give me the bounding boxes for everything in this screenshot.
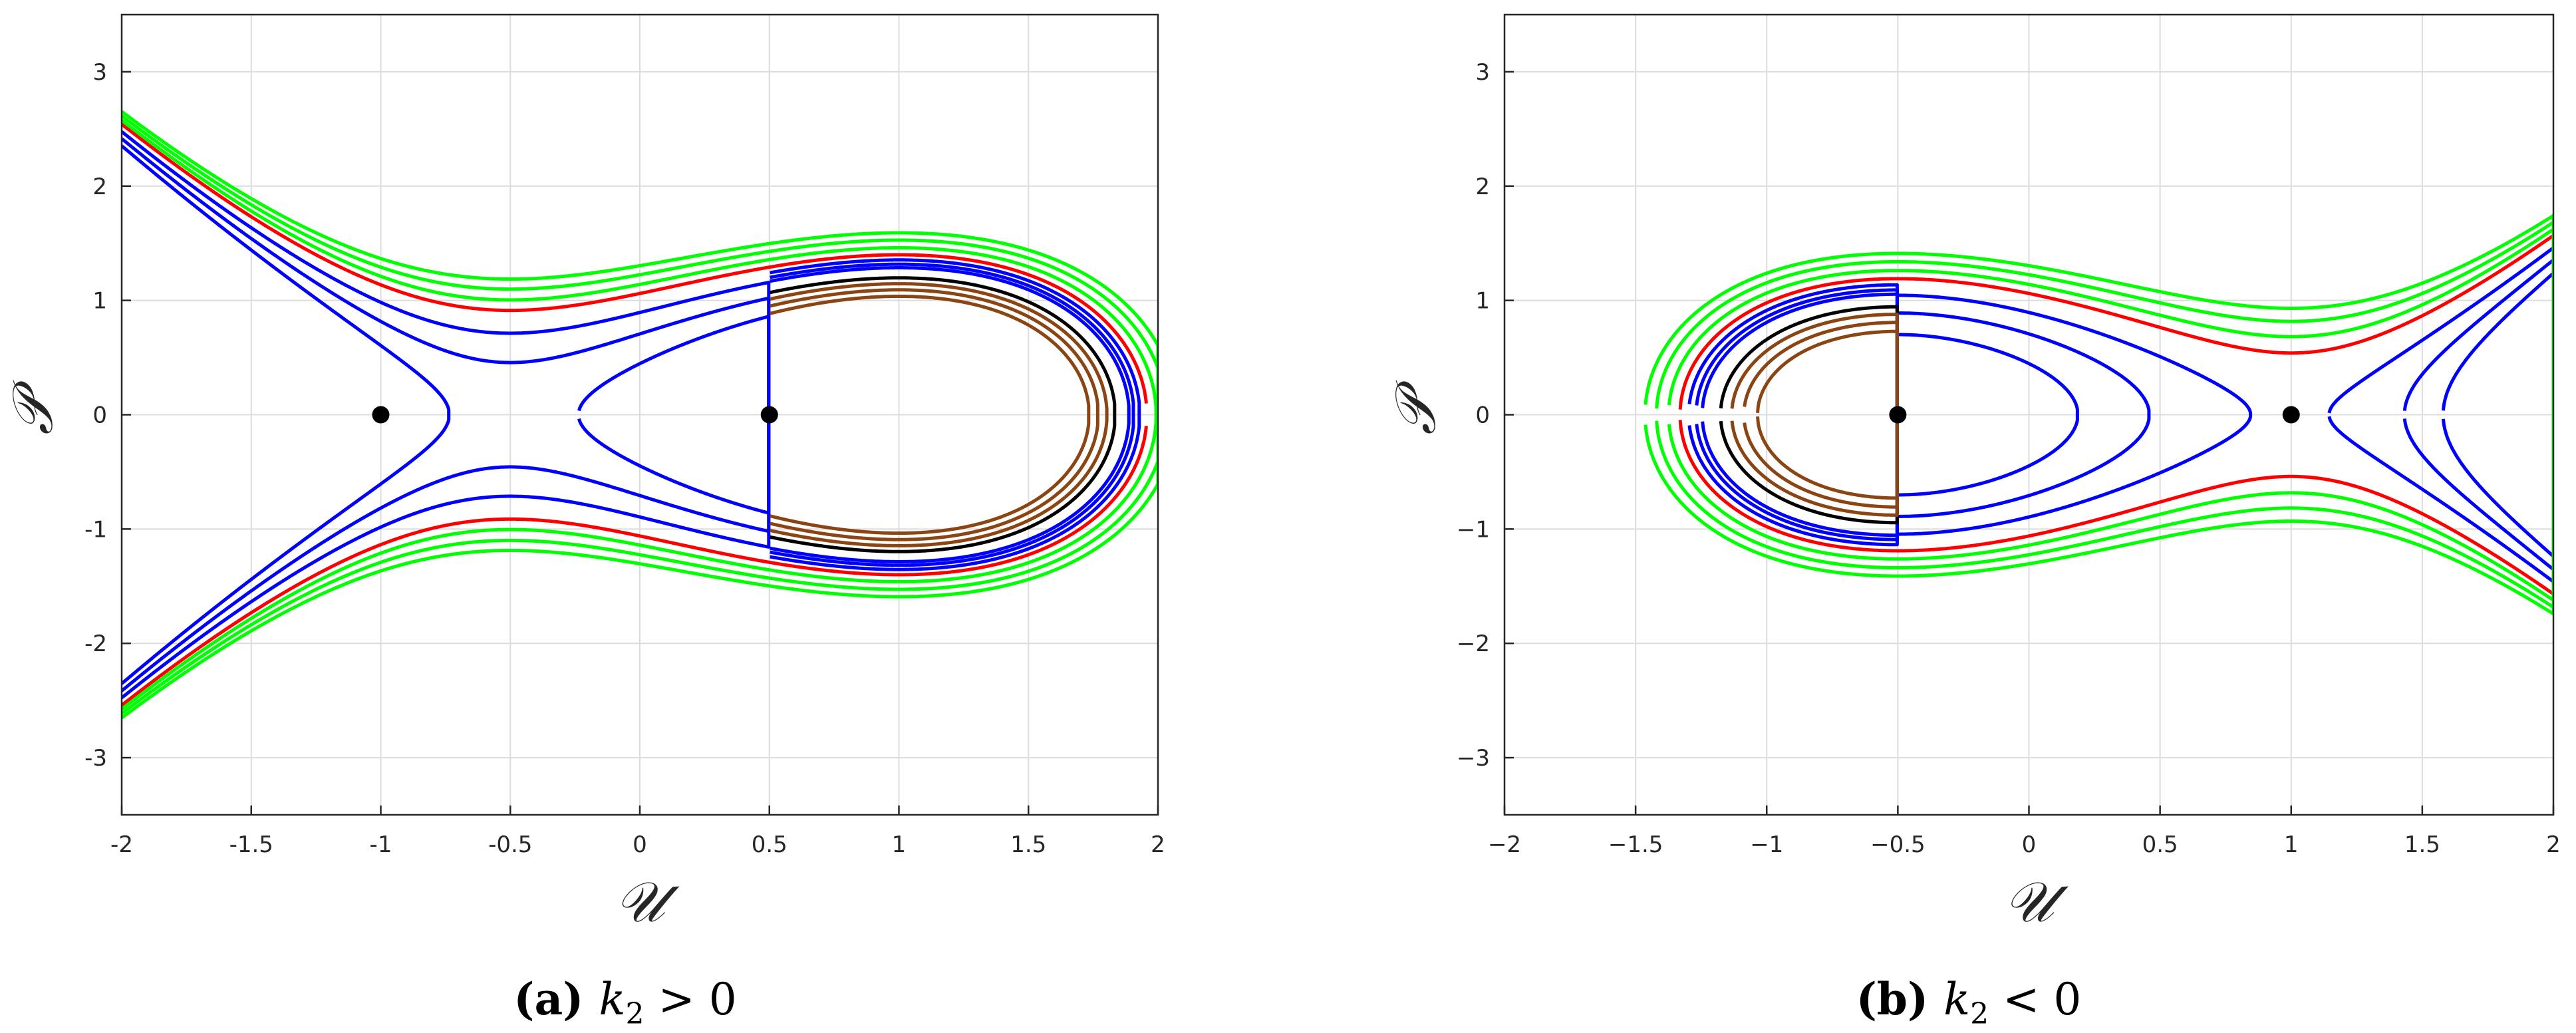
equilibrium-center: [372, 406, 390, 424]
equilibrium-saddle: [1889, 406, 1907, 424]
x-tick-label: −2: [1488, 831, 1521, 858]
y-tick-label: −2: [1457, 631, 1490, 657]
y-axis-label: 𝒫: [1383, 380, 1448, 435]
y-tick-label: 2: [1475, 174, 1490, 200]
caption-variable: k: [1943, 974, 1970, 1025]
x-tick-label: 1: [2284, 831, 2299, 858]
y-tick-label: -2: [84, 631, 107, 657]
x-tick-label: -2: [110, 831, 133, 858]
x-tick-label: 1.5: [1010, 831, 1046, 858]
y-tick-label: −1: [1457, 516, 1490, 543]
caption-relation: > 0: [644, 974, 736, 1025]
caption-subscript: 2: [1970, 997, 1989, 1031]
y-tick-label: -1: [84, 516, 107, 543]
x-tick-label: 0: [633, 831, 647, 858]
y-tick-label: 1: [92, 288, 107, 315]
x-axis-label: 𝒰: [615, 869, 680, 935]
caption-label: (a): [513, 973, 599, 1025]
caption-relation: < 0: [1989, 974, 2081, 1025]
equilibrium-center: [2282, 406, 2300, 424]
level-curve: [122, 118, 1158, 711]
subplot-caption: (a) k2 > 0: [513, 973, 736, 1031]
caption-label: (b): [1856, 973, 1944, 1025]
level-curve: [769, 282, 1109, 547]
x-tick-label: 1.5: [2404, 831, 2440, 858]
x-tick-label: -1: [370, 831, 392, 858]
equilibrium-saddle: [760, 406, 778, 424]
level-curve: [2441, 271, 2553, 558]
level-curve: [769, 288, 1099, 541]
subplot-caption: (b) k2 < 0: [1856, 973, 2082, 1031]
y-tick-label: 3: [1475, 59, 1490, 86]
x-tick-label: −1.5: [1608, 831, 1663, 858]
level-curve: [2402, 258, 2553, 571]
x-axis-label: 𝒰: [2004, 869, 2069, 935]
separatrix-upper: [1678, 233, 2553, 410]
level-curve: [1897, 333, 2079, 497]
x-tick-label: 1: [892, 831, 907, 858]
y-tick-label: 0: [92, 402, 107, 429]
caption-subscript: 2: [625, 997, 644, 1031]
x-tick-label: -1.5: [229, 831, 273, 858]
y-tick-label: 1: [1475, 288, 1490, 315]
y-tick-label: -3: [84, 745, 107, 772]
separatrix-upper: [122, 122, 1148, 404]
level-curve: [1644, 214, 2553, 616]
curves: [1644, 214, 2553, 616]
level-curve: [122, 114, 1158, 715]
level-curve: [769, 266, 1131, 563]
separatrix-lower: [1678, 420, 2553, 596]
x-tick-label: 0: [2022, 831, 2037, 858]
level-curve: [1667, 227, 2553, 602]
caption-variable: k: [599, 974, 625, 1025]
level-curve: [2327, 246, 2553, 583]
y-tick-label: 3: [92, 59, 107, 86]
x-tick-label: 0.5: [2142, 831, 2178, 858]
level-curve: [1897, 311, 2151, 518]
level-curve: [769, 258, 1141, 571]
level-curve: [1655, 220, 2553, 609]
y-tick-label: 0: [1475, 402, 1490, 429]
x-tick-label: −0.5: [1870, 831, 1926, 858]
level-curve: [769, 295, 1091, 535]
panel-b: −2 −1.5 −1 −0.5 0 0.5 1 1.5 2 −3 −2 −1 0 1 2 3 𝒰 𝒫 (b) k2 …: [1383, 13, 2561, 1031]
y-tick-label: −3: [1457, 745, 1490, 772]
separatrix-lower: [122, 426, 1148, 707]
level-curve: [769, 262, 1135, 567]
x-tick-label: 2: [2546, 831, 2561, 858]
x-tick-label: 2: [1151, 831, 1165, 858]
y-axis-label: 𝒫: [0, 380, 65, 435]
level-curve: [769, 276, 1117, 553]
level-curve: [1897, 293, 2253, 536]
level-curve: [122, 110, 1158, 720]
panel-a: -2 -1.5 -1 -0.5 0 0.5 1 1.5 2 -3 -2 -1 0 1 2 3 𝒰 𝒫 (a) k2 …: [0, 13, 1165, 1031]
x-tick-label: -0.5: [488, 831, 532, 858]
y-tick-label: 2: [92, 174, 107, 200]
level-curve: [122, 144, 451, 685]
x-tick-label: −1: [1750, 831, 1783, 858]
x-tick-label: 0.5: [752, 831, 787, 858]
